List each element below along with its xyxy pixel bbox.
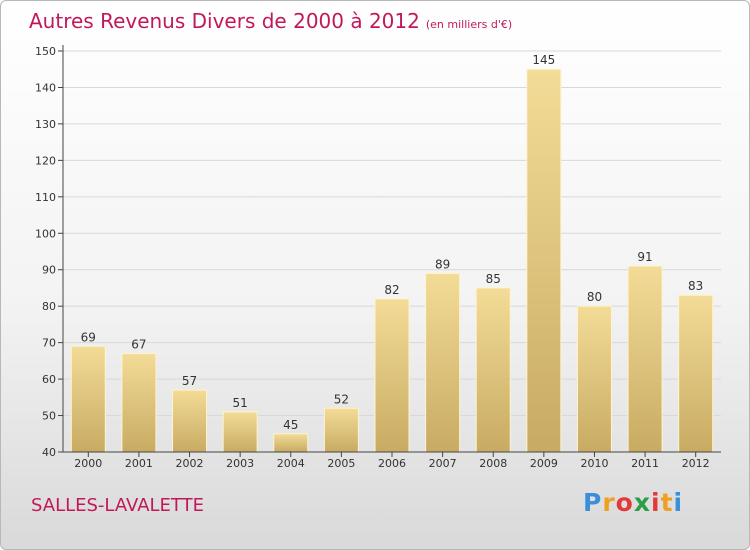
data-label: 89: [435, 257, 450, 271]
x-tick-label: 2009: [530, 457, 558, 470]
data-label: 52: [334, 392, 349, 406]
y-tick-label: 40: [42, 446, 56, 459]
data-label: 80: [587, 290, 602, 304]
y-tick-label: 90: [42, 264, 56, 277]
bar: [526, 68, 562, 453]
y-tick-label: 140: [35, 81, 56, 94]
logo-letter-x: x: [633, 488, 651, 517]
logo-letter-r: r: [602, 488, 616, 517]
bar: [627, 265, 663, 453]
x-tick-label: 2005: [327, 457, 355, 470]
title-main: Autres Revenus Divers de 2000 à 2012: [29, 9, 420, 33]
bar: [70, 345, 106, 453]
x-tick-label: 2000: [74, 457, 102, 470]
bar: [121, 353, 157, 453]
bar: [425, 272, 461, 453]
x-tick-label: 2001: [125, 457, 153, 470]
y-tick-label: 100: [35, 227, 56, 240]
logo-letter-o: o: [615, 488, 634, 517]
bar: [374, 298, 410, 453]
title-unit: (en milliers d'€): [425, 18, 513, 31]
y-tick-label: 80: [42, 300, 56, 313]
y-tick-label: 120: [35, 154, 56, 167]
bar: [678, 294, 714, 453]
bar: [172, 389, 208, 453]
data-label: 85: [486, 272, 501, 286]
y-tick-label: 60: [42, 373, 56, 386]
y-tick-label: 150: [35, 45, 56, 58]
bar: [475, 287, 511, 453]
data-label: 45: [283, 418, 298, 432]
chart-title: Autres Revenus Divers de 2000 à 2012 (en …: [29, 9, 512, 33]
proxiti-logo: Proxiti: [583, 488, 683, 517]
y-tick-label: 70: [42, 337, 56, 350]
x-tick-label: 2004: [277, 457, 305, 470]
x-tick-label: 2006: [378, 457, 406, 470]
logo-letter-p: P: [583, 488, 603, 517]
data-label: 83: [688, 279, 703, 293]
bar: [323, 407, 359, 453]
y-tick-label: 110: [35, 191, 56, 204]
x-tick-label: 2012: [682, 457, 710, 470]
location-label: SALLES-LAVALETTE: [31, 495, 204, 516]
logo-letter-i2: i: [673, 488, 684, 517]
x-tick-label: 2010: [580, 457, 608, 470]
x-tick-label: 2007: [429, 457, 457, 470]
data-label: 145: [532, 53, 555, 67]
data-label: 57: [182, 374, 197, 388]
bar: [222, 411, 258, 453]
x-tick-label: 2008: [479, 457, 507, 470]
logo-letter-t: t: [660, 488, 674, 517]
logo-letter-i: i: [651, 488, 661, 517]
y-tick-label: 50: [42, 410, 56, 423]
data-label: 67: [131, 338, 146, 352]
bar: [576, 305, 612, 453]
data-label: 51: [233, 396, 248, 410]
bar: [273, 433, 309, 453]
data-label: 69: [81, 330, 96, 344]
data-label: 91: [637, 250, 652, 264]
x-tick-label: 2011: [631, 457, 659, 470]
data-label: 82: [384, 283, 399, 297]
x-tick-label: 2002: [176, 457, 204, 470]
y-tick-label: 130: [35, 118, 56, 131]
x-tick-label: 2003: [226, 457, 254, 470]
